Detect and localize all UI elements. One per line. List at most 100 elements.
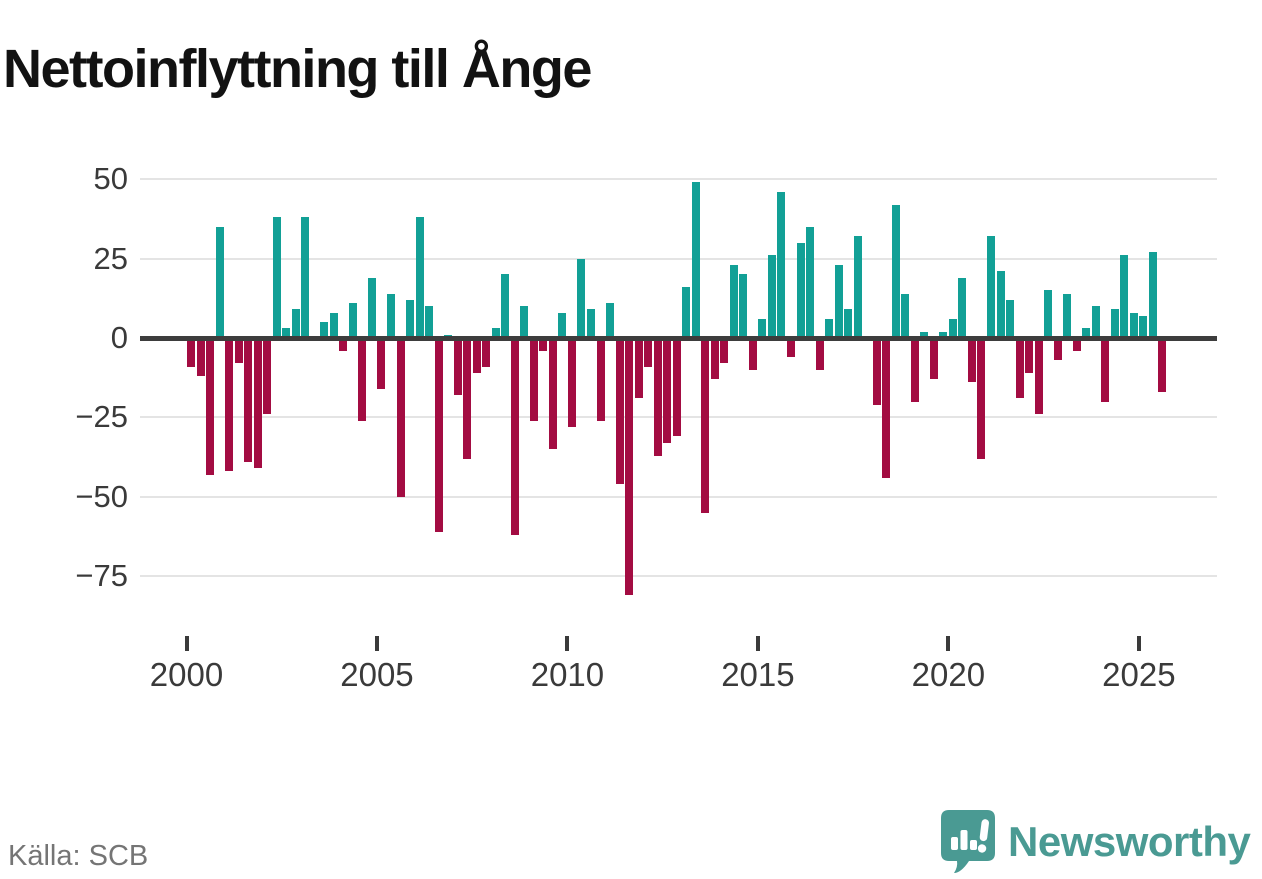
bar (482, 338, 491, 367)
bar (739, 274, 748, 338)
bar (1082, 328, 1091, 338)
newsworthy-icon (941, 810, 995, 873)
chart-title: Nettoinflyttning till Ånge (3, 39, 592, 100)
bar (634, 338, 643, 399)
bar (910, 338, 919, 402)
bar (329, 312, 338, 338)
bar (644, 338, 653, 367)
zero-axis-line (140, 336, 1217, 341)
bar (539, 338, 548, 351)
gridline-y-25 (140, 257, 1217, 260)
bar (491, 328, 500, 338)
bar (853, 236, 862, 338)
bar (1139, 315, 1148, 338)
bar (415, 217, 424, 338)
bar (215, 226, 224, 338)
bar (825, 318, 834, 338)
bar (967, 338, 976, 383)
bar (244, 338, 253, 462)
x-tick-mark (565, 636, 570, 651)
bar (1015, 338, 1024, 399)
bar (1072, 338, 1081, 351)
bar (977, 338, 986, 459)
bar (1120, 255, 1129, 338)
bar (1110, 309, 1119, 338)
bar (377, 338, 386, 389)
bar (558, 312, 567, 338)
bar (882, 338, 891, 478)
bar (320, 322, 329, 338)
bar (806, 226, 815, 338)
x-tick-label: 2025 (1102, 656, 1176, 693)
bar (225, 338, 234, 472)
bar (691, 182, 700, 338)
bar (196, 338, 205, 377)
x-tick-mark (184, 636, 189, 651)
y-tick-label: −25 (75, 399, 128, 435)
y-tick-label: −75 (75, 558, 128, 594)
bar (872, 338, 881, 405)
bar (567, 338, 576, 427)
bar (234, 338, 243, 364)
y-tick-label: 50 (93, 161, 128, 197)
bar (720, 338, 729, 364)
bar (987, 236, 995, 338)
bar (548, 338, 557, 450)
bar (1148, 252, 1157, 338)
x-tick-label: 2005 (340, 656, 414, 693)
bar (301, 217, 310, 338)
bar (272, 217, 281, 338)
bar (1101, 338, 1110, 402)
bar (653, 338, 662, 456)
bar (777, 191, 786, 338)
x-tick-mark (374, 636, 379, 651)
gridline-y--75 (140, 575, 1217, 578)
bar (663, 338, 672, 443)
bar (625, 338, 634, 596)
bar (948, 318, 957, 338)
bar (206, 338, 215, 475)
bar (929, 338, 938, 380)
bar (291, 309, 300, 338)
bar (282, 328, 291, 338)
bar (796, 242, 805, 338)
bar (1044, 290, 1053, 338)
bar (387, 293, 395, 338)
bar (596, 338, 605, 421)
bar (891, 204, 900, 338)
bar (767, 255, 776, 338)
newsworthy-logo: Newsworthy (941, 810, 1251, 874)
bar (587, 309, 595, 338)
bar (729, 264, 738, 338)
bar (615, 338, 624, 485)
bar (434, 338, 443, 532)
x-tick-mark (1136, 636, 1141, 651)
bar (606, 303, 615, 338)
bar (358, 338, 367, 421)
bar (520, 306, 529, 338)
bar (1158, 338, 1167, 392)
x-tick-label: 2020 (911, 656, 986, 693)
bar (1129, 312, 1138, 338)
bar (577, 258, 586, 338)
bar (901, 293, 910, 338)
bar (815, 338, 824, 370)
bar (844, 309, 853, 338)
bar (263, 338, 272, 415)
bar (367, 277, 376, 338)
x-tick-label: 2000 (149, 656, 224, 693)
bar (672, 338, 681, 437)
bar (920, 331, 929, 338)
source-label: Källa: SCB (8, 840, 149, 872)
bar (682, 287, 691, 338)
bar (425, 306, 434, 338)
bar (253, 338, 262, 469)
bar (510, 338, 519, 535)
bar (406, 299, 415, 338)
bar (834, 264, 843, 338)
bar (1063, 293, 1072, 338)
bar (501, 274, 510, 338)
x-tick-label: 2010 (530, 656, 605, 693)
bar (529, 338, 538, 421)
